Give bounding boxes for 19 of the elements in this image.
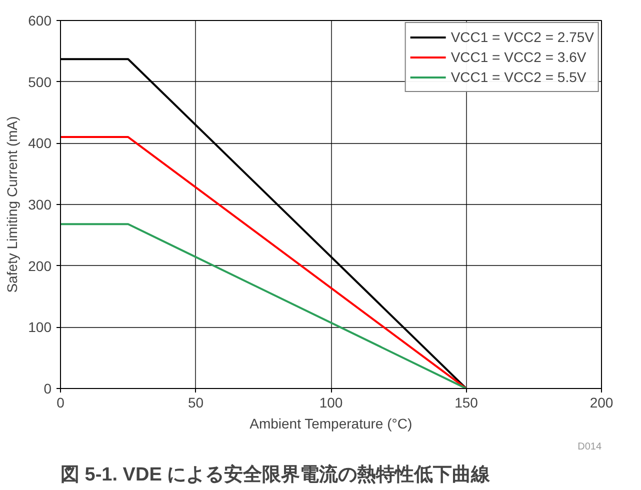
x-tick-label: 100 [319,394,343,410]
text: D014 [578,442,602,452]
y-tick-label: 0 [44,380,52,396]
x-tick-label: 0 [56,394,65,410]
x-tick-label: 150 [454,394,478,410]
y-tick-label: 100 [28,319,52,336]
y-tick-label: 300 [28,196,52,212]
y-tick-label: 400 [28,135,52,152]
text: 図 5-1. VDE による安全限界電流の熱特性低下曲線 [60,464,492,486]
legend-label: VCC1 = VCC2 = 5.5V [450,69,586,85]
y-axis-title: Safety Limiting Current (mA) [4,116,20,293]
legend-label: VCC1 = VCC2 = 2.75V [450,29,594,45]
y-tick-label: 200 [28,258,52,274]
x-tick-label: 200 [590,394,614,410]
x-axis-title: Ambient Temperature (°C) [250,416,412,432]
x-tick-label: 50 [188,394,204,410]
y-tick-label: 500 [28,74,52,90]
legend-label: VCC1 = VCC2 = 3.6V [450,49,586,65]
y-tick-label: 600 [28,12,52,28]
